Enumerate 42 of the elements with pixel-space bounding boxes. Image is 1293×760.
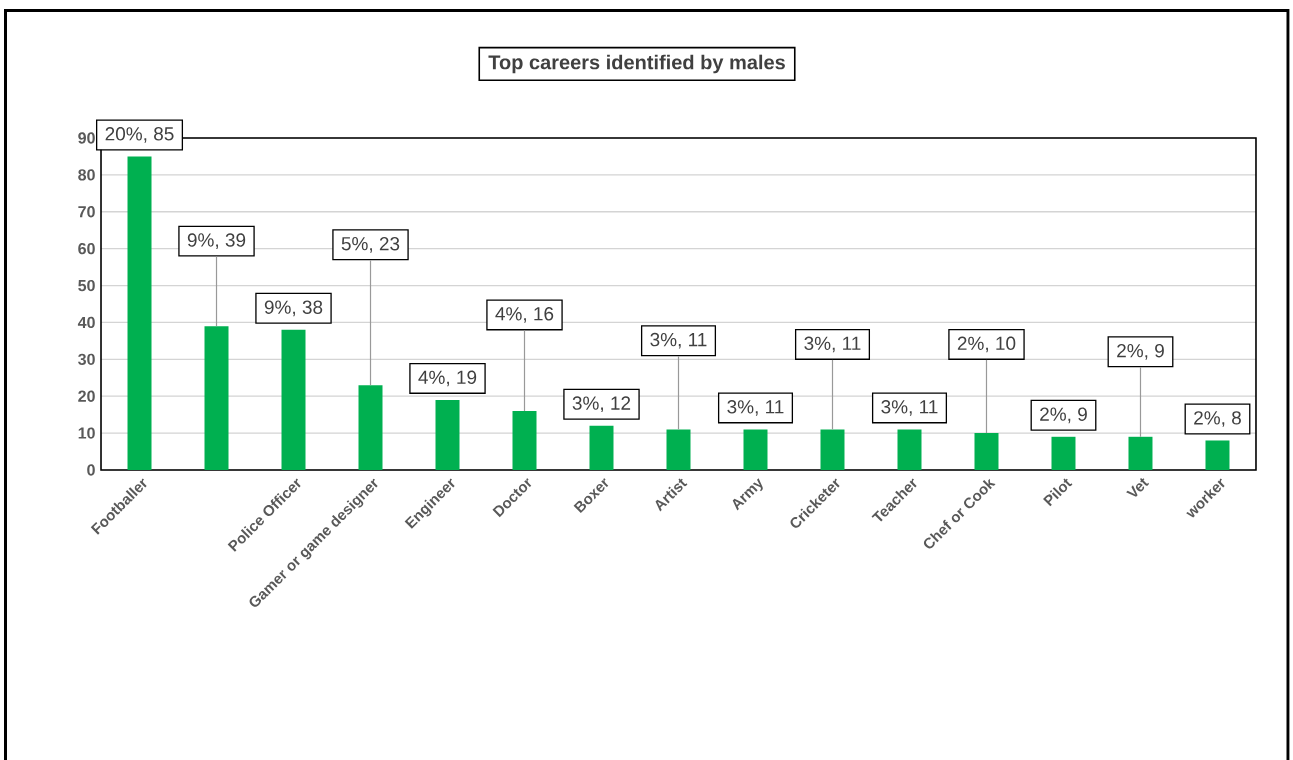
data-label: 2%, 10 xyxy=(957,336,1016,353)
bar xyxy=(589,425,614,470)
bar xyxy=(1051,436,1076,470)
data-label: 3%, 11 xyxy=(650,332,707,349)
bar xyxy=(897,429,922,470)
y-tick-label: 20 xyxy=(78,390,95,402)
bar xyxy=(974,433,999,470)
data-label: 2%, 9 xyxy=(1040,407,1087,424)
y-tick-label: 70 xyxy=(78,206,95,218)
data-label: 5%, 23 xyxy=(341,236,400,253)
bar xyxy=(666,429,691,470)
y-tick-label: 80 xyxy=(78,169,95,181)
y-tick-label: 90 xyxy=(78,132,95,144)
y-tick-label: 10 xyxy=(78,427,95,439)
x-tick-label: Vet xyxy=(1126,478,1149,497)
y-tick-label: 60 xyxy=(78,243,95,255)
data-label: 3%, 12 xyxy=(572,396,631,413)
data-label: 9%, 38 xyxy=(264,300,323,317)
y-tick-label: 0 xyxy=(87,464,95,476)
bar xyxy=(1205,440,1230,470)
data-label: 4%, 19 xyxy=(418,370,477,387)
bar xyxy=(204,326,229,470)
data-label: 2%, 9 xyxy=(1117,343,1164,360)
y-tick-label: 50 xyxy=(78,279,95,292)
bar xyxy=(127,156,152,470)
data-label: 9%, 39 xyxy=(187,233,246,249)
data-label: 20%, 85 xyxy=(105,127,174,143)
bar xyxy=(743,429,768,470)
bar xyxy=(358,385,383,470)
data-label: 3%, 11 xyxy=(804,336,861,353)
y-tick-label: 30 xyxy=(78,353,95,365)
data-label: 4%, 16 xyxy=(495,307,554,323)
bar xyxy=(435,399,460,470)
bar xyxy=(820,429,845,470)
data-label: 3%, 11 xyxy=(881,400,938,416)
chart-title: Top careers identified by males xyxy=(488,54,785,74)
data-label: 2%, 8 xyxy=(1194,411,1241,427)
y-tick-label: 40 xyxy=(77,316,95,329)
bar xyxy=(512,410,537,470)
bar xyxy=(281,329,306,470)
data-label: 3%, 11 xyxy=(727,400,784,416)
bar xyxy=(1128,436,1153,470)
